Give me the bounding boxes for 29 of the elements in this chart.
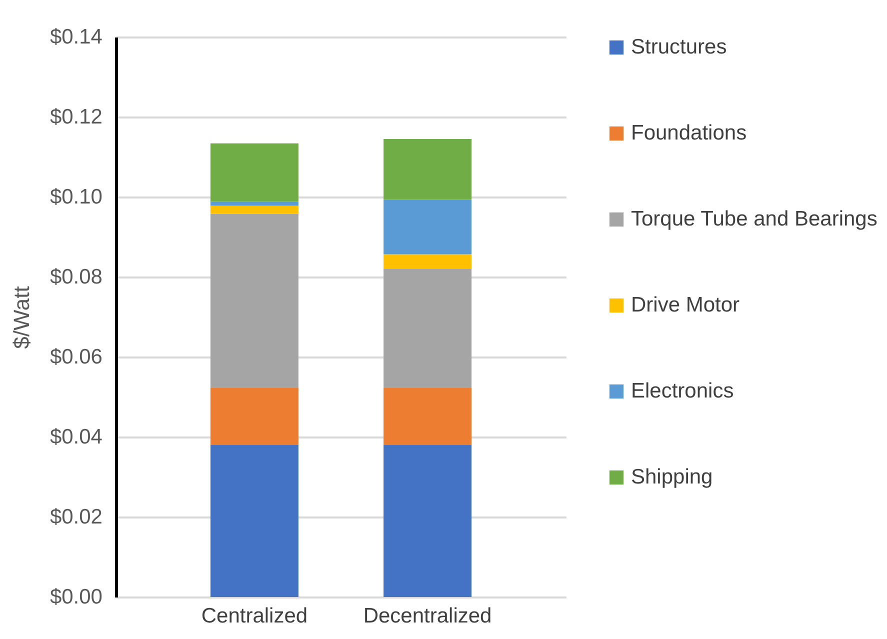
bar xyxy=(384,254,472,269)
y-tick-label: $0.08 xyxy=(50,266,102,288)
y-tick-label: $0.10 xyxy=(50,186,102,208)
bar xyxy=(210,206,298,214)
legend-label: Foundations xyxy=(631,122,747,144)
legend-label: Drive Motor xyxy=(631,294,740,316)
legend-label: Structures xyxy=(631,36,727,58)
y-tick-label: $0.06 xyxy=(50,346,102,368)
bar xyxy=(210,387,298,445)
bar xyxy=(210,202,298,206)
bar xyxy=(384,200,472,254)
legend-label: Torque Tube and Bearings xyxy=(631,208,878,230)
bar xyxy=(210,214,298,388)
bar xyxy=(384,387,472,445)
x-tick-label: Centralized xyxy=(201,604,308,628)
legend-label: Shipping xyxy=(631,466,713,488)
y-axis-title: $/Watt xyxy=(8,286,34,349)
y-tick-label: $0.12 xyxy=(50,106,102,128)
y-tick-label: $0.00 xyxy=(50,586,102,608)
legend-label: Electronics xyxy=(631,380,734,402)
y-tick-label: $0.02 xyxy=(50,506,102,528)
bar xyxy=(384,445,472,597)
bar xyxy=(384,268,472,388)
bar xyxy=(210,445,298,597)
y-tick-label: $0.14 xyxy=(50,26,103,48)
bar xyxy=(210,143,298,202)
bar xyxy=(384,139,472,200)
y-tick-label: $0.04 xyxy=(50,426,103,448)
x-tick-label: Decentralized xyxy=(363,604,492,628)
